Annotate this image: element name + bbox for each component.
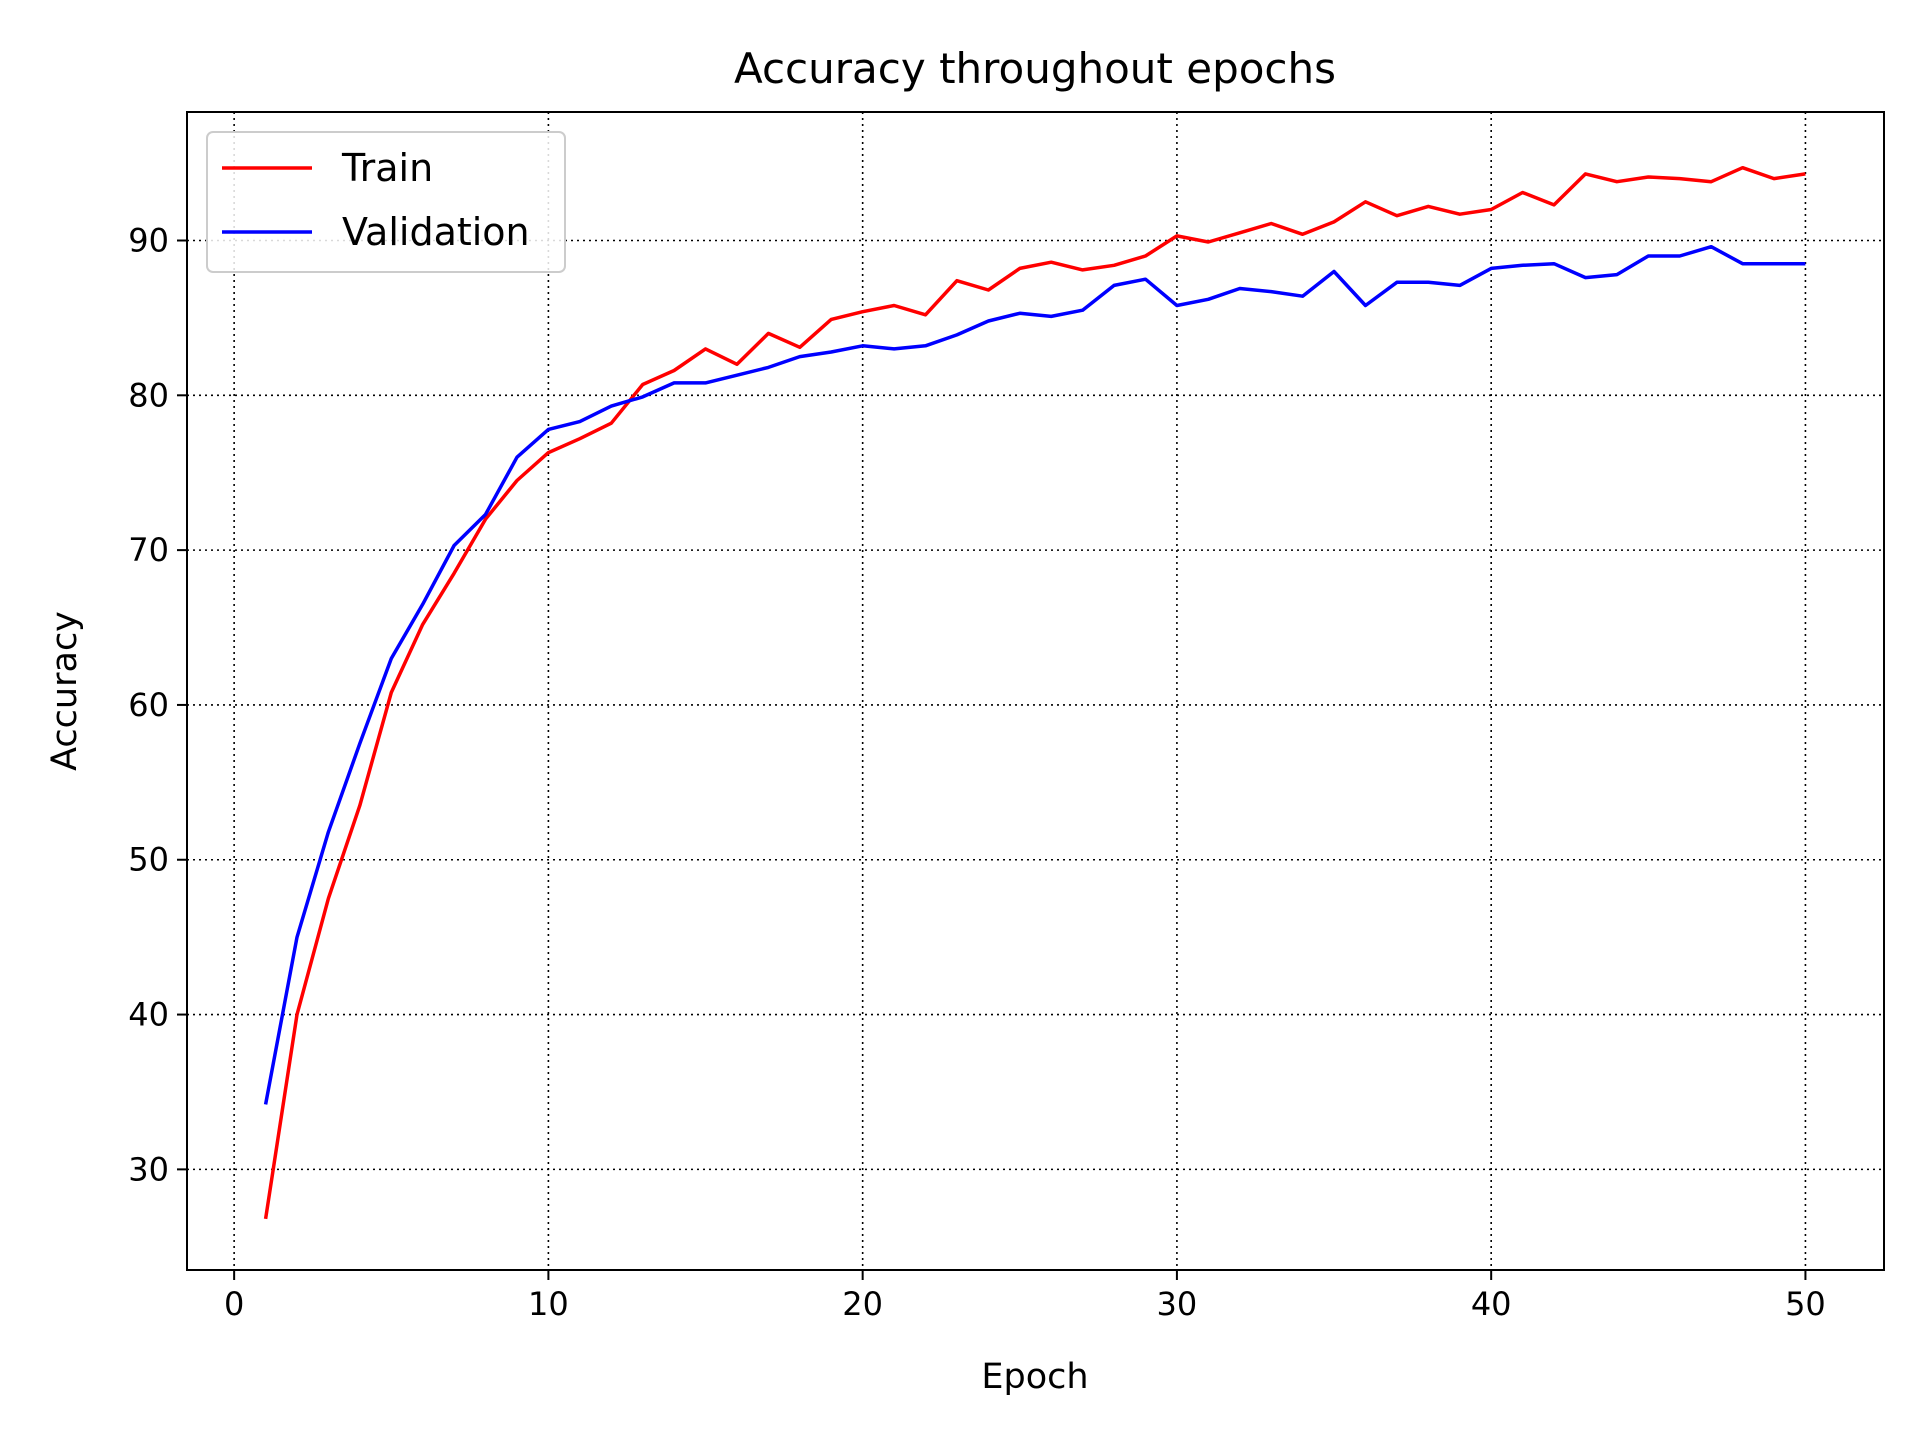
chart-title: Accuracy throughout epochs: [734, 44, 1336, 93]
y-tick-label: 50: [128, 841, 169, 879]
x-tick-label: 30: [1157, 1285, 1198, 1323]
legend: Train Validation: [206, 131, 566, 273]
x-tick-label: 40: [1471, 1285, 1512, 1323]
plot-frame: [186, 111, 1885, 1271]
y-tick-label: 60: [128, 686, 169, 724]
legend-label-train: Train: [341, 146, 433, 190]
y-tick-label: 40: [128, 996, 169, 1034]
series-line-validation: [263, 244, 1806, 1105]
y-tick-label: 90: [128, 221, 169, 259]
series-line-train: [263, 165, 1806, 1220]
series-layer: [263, 165, 1806, 1220]
x-tick-label: 0: [224, 1285, 244, 1323]
y-tick-label: 70: [128, 531, 169, 569]
legend-label-validation: Validation: [342, 210, 530, 254]
grid: [187, 112, 1884, 1270]
x-tick-label: 10: [528, 1285, 569, 1323]
x-tick-label: 50: [1785, 1285, 1826, 1323]
y-axis-title: Accuracy: [45, 611, 85, 771]
x-tick-label: 20: [842, 1285, 883, 1323]
ticks: 0 10 20 30 40 50 30 40 50 60 70 80 90: [128, 221, 1826, 1323]
y-tick-label: 30: [128, 1150, 169, 1188]
y-tick-label: 80: [128, 376, 169, 414]
x-axis-title: Epoch: [981, 1357, 1088, 1397]
